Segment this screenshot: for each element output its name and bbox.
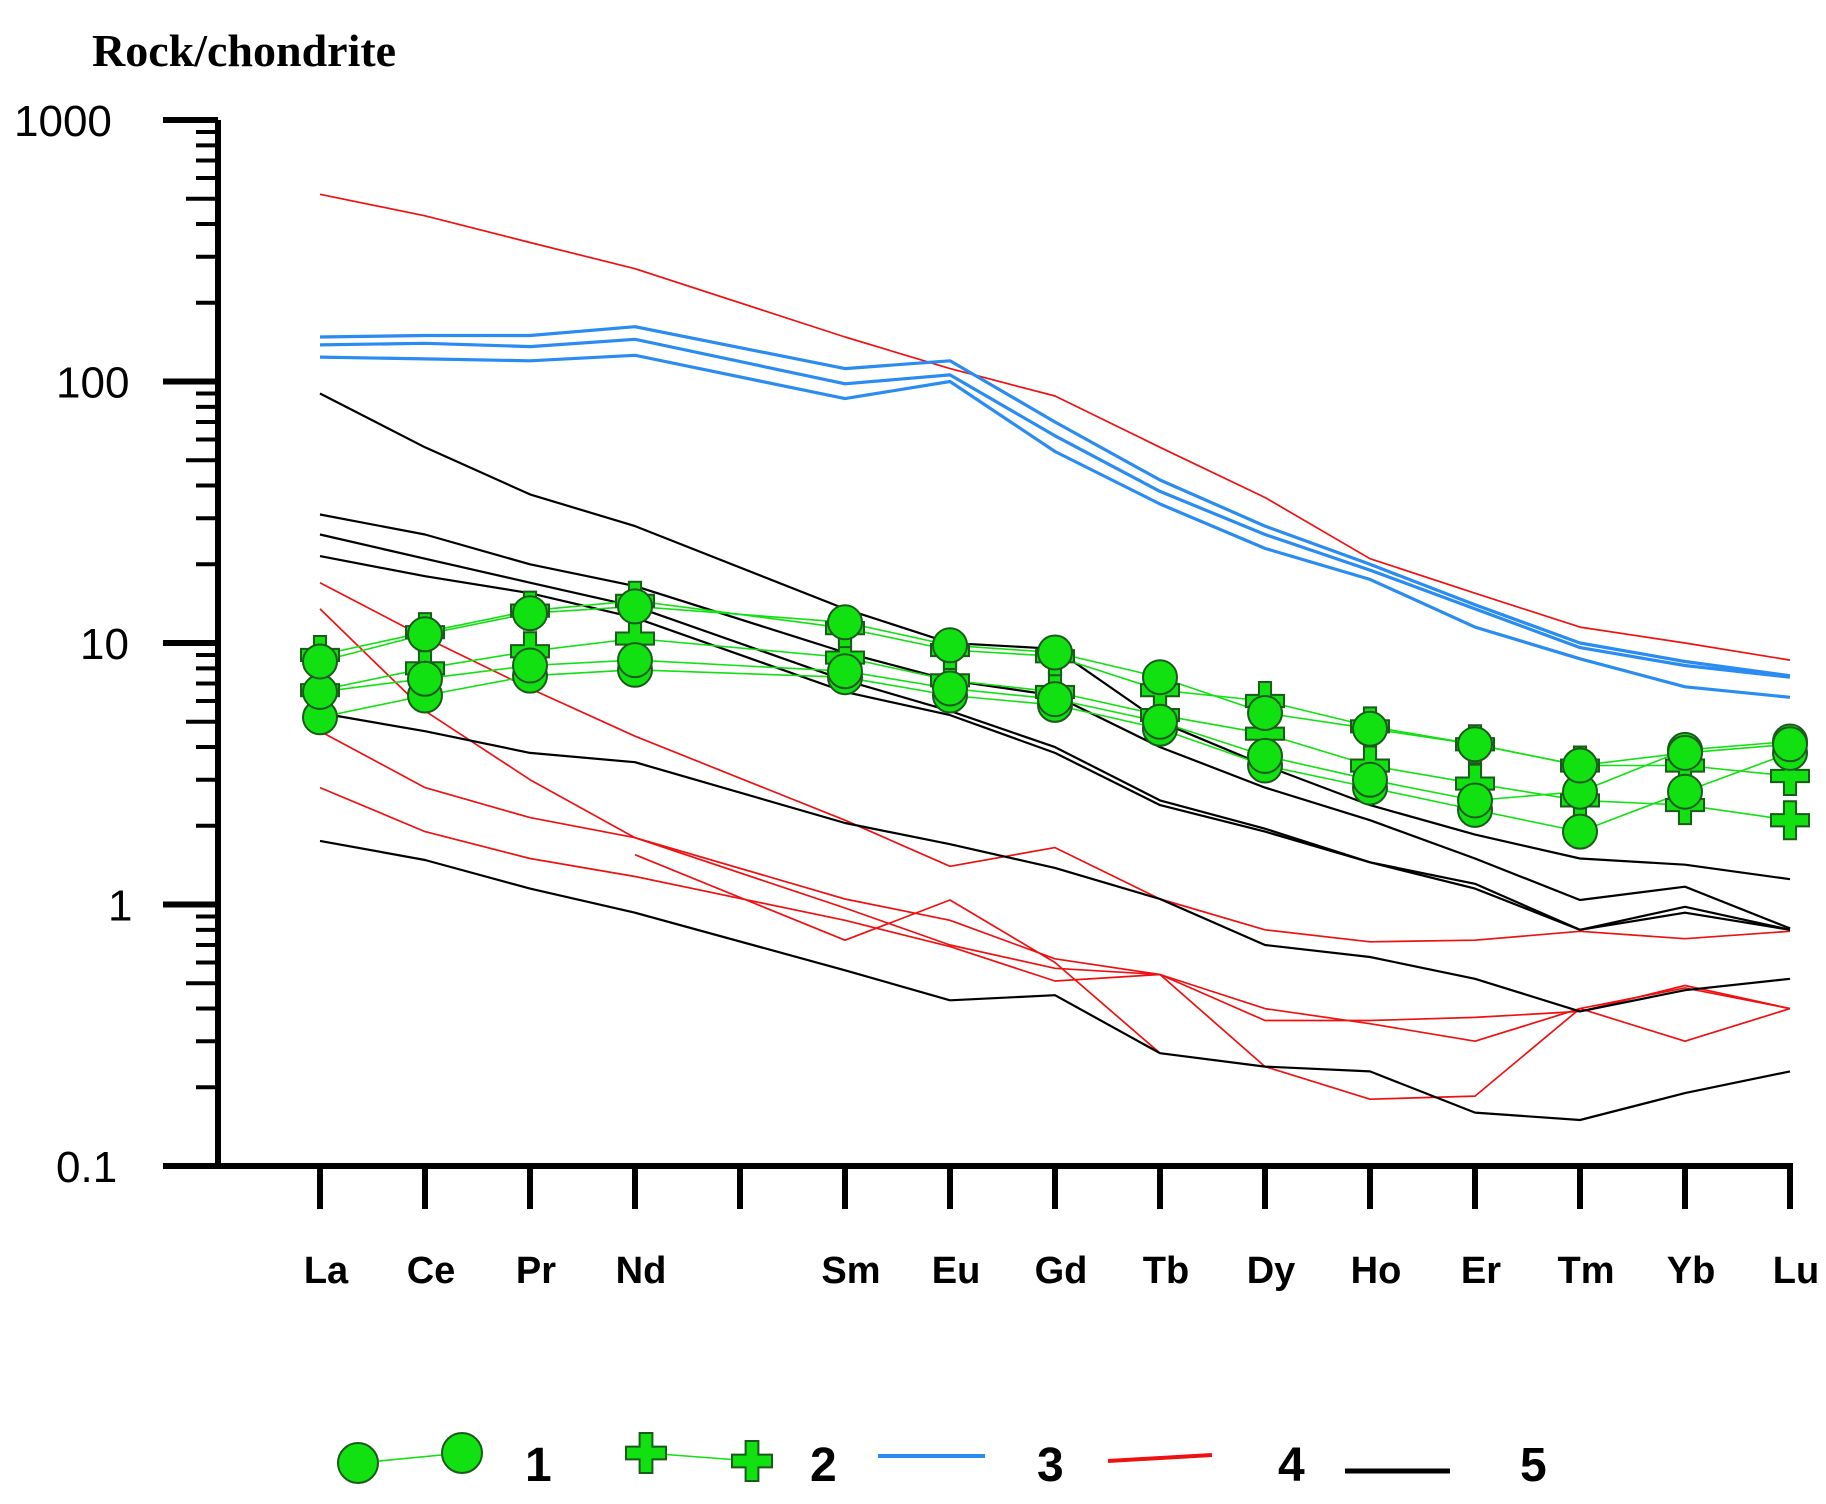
- data-point-circle: [827, 653, 863, 690]
- x-tick-label: Nd: [616, 1250, 667, 1292]
- legend-label-2: 2: [810, 1439, 837, 1492]
- x-tick-label: Gd: [1035, 1250, 1088, 1292]
- data-point-circle: [302, 673, 338, 710]
- series-line-5: [319, 711, 1791, 1013]
- data-point-circle: [1037, 681, 1073, 718]
- data-point-circle: [512, 647, 548, 684]
- x-tick-label: Tb: [1143, 1250, 1189, 1292]
- data-point-circle: [617, 642, 653, 679]
- series-line-5: [319, 839, 1791, 1122]
- x-tick-label: Eu: [932, 1250, 981, 1292]
- legend-marker-2: [731, 1440, 773, 1482]
- data-point-circle: [932, 627, 968, 664]
- x-tick-label: Ce: [407, 1250, 456, 1292]
- x-tick-label: Ho: [1351, 1250, 1402, 1292]
- data-point-circle: [1352, 710, 1388, 747]
- legend-marker-1: [337, 1442, 379, 1484]
- data-point-circle: [1142, 659, 1178, 696]
- legend-marker-2: [625, 1432, 667, 1474]
- x-tick-label: Pr: [516, 1250, 556, 1292]
- legend-label-1: 1: [525, 1439, 552, 1492]
- x-tick-label: Yb: [1667, 1250, 1716, 1292]
- legend-marker-1: [441, 1432, 483, 1474]
- data-point-circle: [407, 660, 443, 697]
- y-axis-title: Rock/chondrite: [92, 25, 396, 76]
- legend-line-4: [1107, 1453, 1213, 1463]
- data-point-circle: [1037, 634, 1073, 671]
- data-point-circle: [1562, 747, 1598, 784]
- series-line-4: [319, 581, 1791, 943]
- data-point-circle: [932, 670, 968, 707]
- y-tick-label: 0.1: [56, 1143, 117, 1192]
- legend-label-3: 3: [1037, 1439, 1064, 1492]
- data-point-circle: [302, 643, 338, 680]
- data-point-circle: [1142, 703, 1178, 740]
- data-point-circle: [1352, 761, 1388, 798]
- series-line-3: [319, 337, 1791, 679]
- data-point-circle: [1667, 773, 1703, 810]
- series-line-5: [319, 392, 1791, 881]
- series-line-4: [319, 193, 1791, 661]
- data-point-circle: [1247, 694, 1283, 731]
- data-point-circle: [1772, 726, 1808, 763]
- data-point-circle: [1247, 737, 1283, 774]
- data-point-circle: [1667, 734, 1703, 771]
- legend: 1 2 3 4 5: [337, 1432, 1547, 1492]
- data-point-circle: [1562, 813, 1598, 850]
- y-tick-label: 1000: [14, 97, 112, 146]
- data-point-circle: [512, 595, 548, 632]
- series-line-4: [319, 608, 1791, 1022]
- series-line-4: [319, 786, 1791, 1101]
- x-tick-label: Lu: [1773, 1250, 1819, 1292]
- data-point-plus: [1770, 756, 1810, 797]
- data-point-circle: [617, 588, 653, 625]
- data-point-circle: [1457, 782, 1493, 819]
- series-line-4: [319, 730, 1791, 1043]
- series-line-5: [319, 555, 1791, 931]
- data-point-circle: [827, 604, 863, 641]
- series-line-5: [319, 533, 1791, 931]
- series-line-3: [319, 353, 1791, 699]
- series-line-4: [634, 853, 1161, 1054]
- x-tick-label: La: [304, 1250, 349, 1292]
- y-tick-label: 100: [56, 359, 129, 408]
- legend-label-4: 4: [1278, 1439, 1305, 1492]
- legend-label-5: 5: [1520, 1439, 1547, 1492]
- series-line-5: [319, 513, 1791, 930]
- data-point-circle: [407, 616, 443, 653]
- x-tick-label: Dy: [1247, 1250, 1296, 1292]
- data-point-circle: [1457, 726, 1493, 763]
- series-layer: [300, 193, 1810, 1122]
- data-point-plus: [1770, 800, 1810, 841]
- axes: 0.1 1 10 100 1000 La Ce Pr Nd Sm Eu Gd Tb Dy Ho Er Tm Yb L…: [14, 97, 1819, 1292]
- y-tick-label: 1: [108, 882, 132, 931]
- x-tick-label: Er: [1461, 1250, 1501, 1292]
- series-line-3: [319, 325, 1791, 678]
- y-tick-label: 10: [80, 620, 129, 669]
- x-tick-label: Tm: [1558, 1250, 1615, 1292]
- x-tick-label: Sm: [821, 1250, 880, 1292]
